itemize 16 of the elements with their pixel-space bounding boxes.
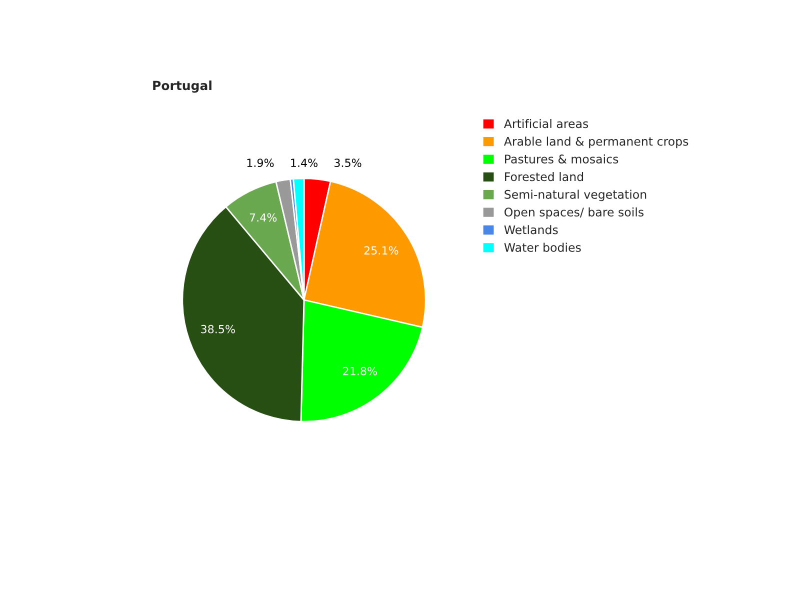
data-label: 21.8% — [343, 366, 377, 376]
data-label: 7.4% — [250, 213, 277, 222]
legend-label: Pastures & mosaics — [505, 154, 618, 164]
legend-label: Semi-natural vegetation — [504, 190, 646, 202]
legend-label: Artificial areas — [504, 118, 588, 128]
legend-label: Open spaces/ bare soils — [504, 207, 644, 219]
data-label: 1.9% — [247, 158, 274, 168]
chart-title: Portugal — [153, 80, 212, 93]
legend-label: Forested land — [505, 172, 584, 182]
legend-label: Wetlands — [504, 225, 558, 234]
legend-label: Water bodies — [504, 242, 581, 252]
data-label: 38.5% — [201, 324, 235, 334]
data-label: 1.4% — [291, 158, 318, 168]
legend-label: Arable land & permanent crops — [504, 136, 688, 148]
data-label: 25.1% — [364, 246, 398, 255]
data-label: 3.5% — [334, 158, 362, 168]
